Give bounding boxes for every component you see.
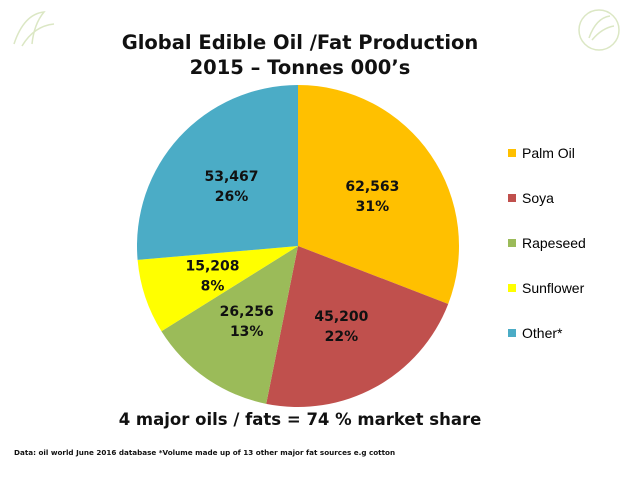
legend-swatch	[508, 149, 516, 157]
slice-percent-label: 8%	[201, 279, 225, 295]
slice-value-label: 26,256	[220, 304, 274, 320]
title-line-1: Global Edible Oil /Fat Production	[121, 31, 479, 54]
legend-swatch	[508, 329, 516, 337]
slice-value-label: 15,208	[185, 259, 239, 275]
legend-swatch	[508, 284, 516, 292]
slice-percent-label: 13%	[230, 324, 264, 340]
slice-percent-label: 31%	[356, 199, 390, 215]
pie-slice-sunflower	[137, 246, 298, 332]
slice-percent-label: 22%	[325, 329, 359, 345]
market-share-note: 4 major oils / fats = 74 % market share	[118, 410, 482, 429]
legend-swatch	[508, 194, 516, 202]
pie-slice-rapeseed	[161, 246, 298, 404]
legend-label: Soya	[522, 190, 554, 206]
pie-slice-other	[136, 85, 298, 260]
slice-value-label: 53,467	[204, 169, 258, 185]
legend-label: Sunflower	[522, 280, 585, 296]
slice-value-label: 45,200	[314, 309, 368, 325]
greenpalm-logo-right	[564, 4, 634, 56]
slice-value-label: 62,563	[345, 179, 399, 195]
pie-slice-soya	[266, 246, 449, 408]
legend-swatch	[508, 239, 516, 247]
chart-title: Global Edible Oil /Fat Production 2015 –…	[60, 30, 540, 80]
legend-label: Rapeseed	[522, 235, 586, 251]
legend-label: Other*	[522, 325, 563, 341]
greenpalm-logo-left	[4, 4, 74, 56]
slice-percent-label: 26%	[215, 189, 249, 205]
pie-slice-palm-oil	[298, 85, 460, 304]
legend-label: Palm Oil	[522, 145, 575, 161]
source-footnote: Data: oil world June 2016 database *Volu…	[14, 448, 396, 457]
title-line-2: 2015 – Tonnes 000’s	[189, 56, 411, 79]
